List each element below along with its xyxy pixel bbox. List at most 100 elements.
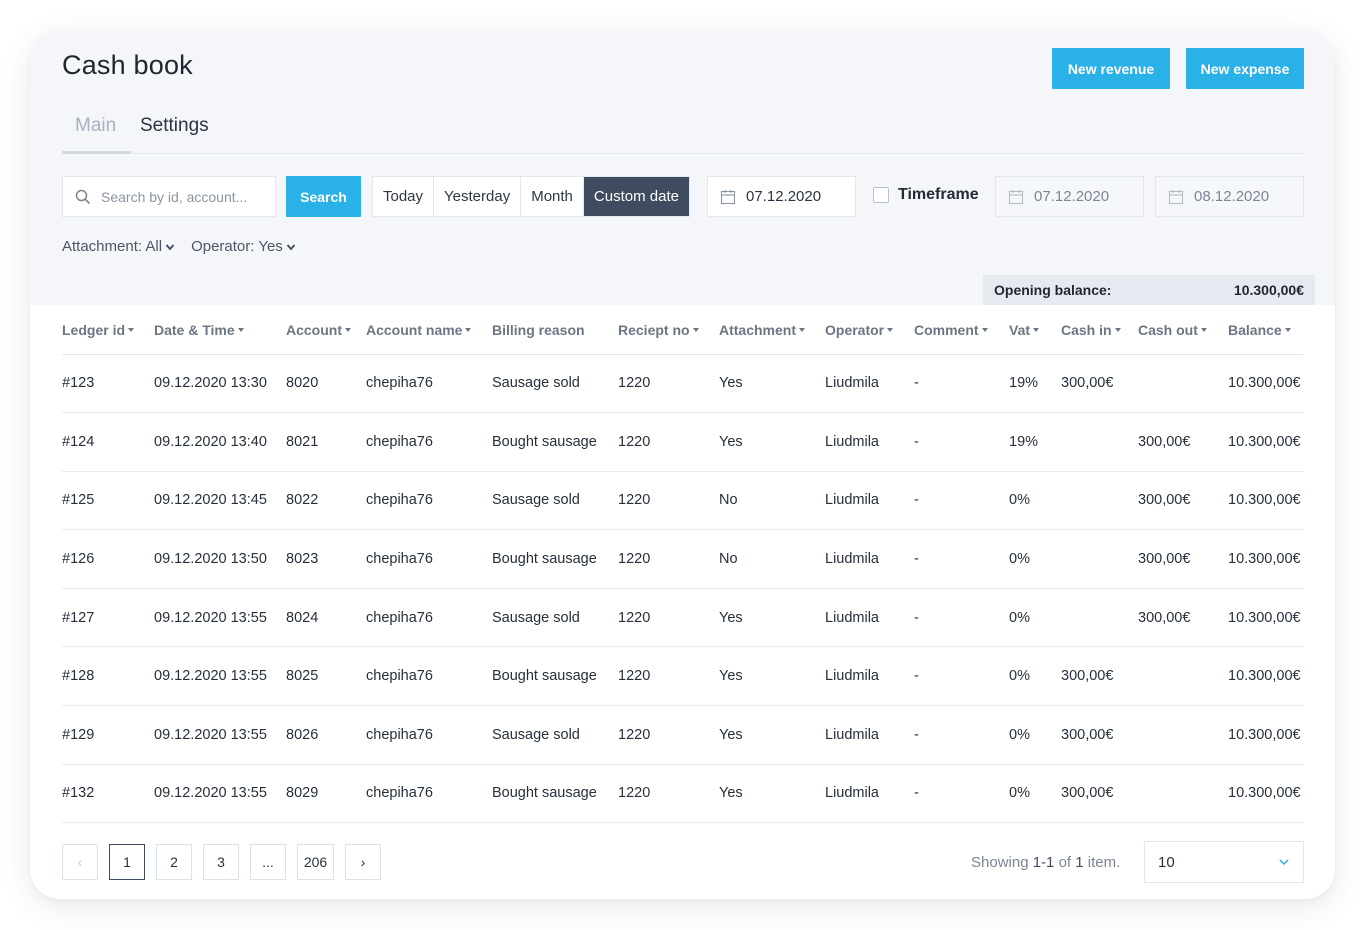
table-row[interactable]: #124 09.12.2020 13:40 8021 chepiha76 Bought … [62,412,1304,472]
cell-date-time: 09.12.2020 13:30 [154,354,286,414]
page-title: Cash book [62,50,193,80]
cell-receipt-no: 1220 [618,764,719,824]
table-row[interactable]: #123 09.12.2020 13:30 8020 chepiha76 Sausage… [62,354,1304,414]
cell-cash-out: 300,00€ [1138,588,1228,648]
col-date-time[interactable]: Date & Time [154,306,286,355]
table-row[interactable]: #127 09.12.2020 13:55 8024 chepiha76 Sausage… [62,588,1304,648]
col-comment[interactable]: Comment [914,306,1009,355]
date-option-yesterday[interactable]: Yesterday [434,177,522,216]
col-account-name[interactable]: Account name [366,306,492,355]
cell-vat: 19% [1009,354,1061,414]
cell-date-time: 09.12.2020 13:40 [154,412,286,472]
col-vat[interactable]: Vat [1009,306,1061,355]
table-row[interactable]: #128 09.12.2020 13:55 8025 chepiha76 Bought … [62,646,1304,707]
search-button[interactable]: Search [286,176,361,217]
from-date-field[interactable]: 07.12.2020 [995,176,1144,217]
per-page-value: 10 [1158,853,1175,871]
cell-balance: 10.300,00€ [1228,588,1304,648]
cell-attachment: Yes [719,764,825,824]
new-expense-button[interactable]: New expense [1186,48,1304,89]
table-row[interactable]: #126 09.12.2020 13:50 8023 chepiha76 Bought … [62,529,1304,589]
col-cash-out[interactable]: Cash out [1138,306,1228,355]
date-option-custom[interactable]: Custom date [583,177,689,216]
timeframe-label: Timeframe [898,186,979,203]
cell-ledger-id: #124 [62,412,154,472]
sort-caret-icon [1114,328,1121,333]
sort-caret-icon [345,328,351,333]
cell-cash-in [1061,588,1138,648]
showing-count: Showing 1-1 of 1 item. [971,854,1121,871]
cell-operator: Liudmila [825,705,914,765]
cell-ledger-id: #129 [62,705,154,765]
cell-account-name: chepiha76 [366,529,492,589]
cell-date-time: 09.12.2020 13:55 [154,646,286,707]
cell-cash-in: 300,00€ [1061,764,1138,824]
opening-balance-value: 10.300,00€ [1233,282,1304,298]
page-ellipsis[interactable]: ... [250,844,286,880]
col-ledger-id[interactable]: Ledger id [62,306,154,355]
cell-attachment: Yes [719,354,825,414]
cell-cash-out [1138,764,1228,824]
page-button-2[interactable]: 2 [156,844,192,880]
page-button-206[interactable]: 206 [297,844,334,880]
sort-caret-icon [1200,328,1207,333]
col-balance[interactable]: Balance [1228,306,1304,355]
col-attachment[interactable]: Attachment [719,306,825,355]
cell-date-time: 09.12.2020 13:55 [154,588,286,648]
cell-operator: Liudmila [825,588,914,648]
cell-account-name: chepiha76 [366,354,492,414]
cell-account-name: chepiha76 [366,705,492,765]
cell-vat: 0% [1009,705,1061,765]
cell-receipt-no: 1220 [618,471,719,531]
cell-billing-reason: Bought sausage [492,412,618,472]
search-field[interactable] [62,176,276,217]
timeframe-checkbox[interactable] [873,187,889,203]
tab-main[interactable]: Main [62,114,131,154]
timeframe-toggle[interactable]: Timeframe [873,186,979,204]
table-row[interactable]: #132 09.12.2020 13:55 8029 chepiha76 Bought … [62,764,1304,824]
calendar-icon [1168,189,1184,205]
cell-account-name: chepiha76 [366,646,492,707]
col-account[interactable]: Account [286,306,366,355]
cell-billing-reason: Sausage sold [492,588,618,648]
cell-billing-reason: Bought sausage [492,646,618,707]
table-row[interactable]: #125 09.12.2020 13:45 8022 chepiha76 Sausage… [62,471,1304,531]
col-receipt-no[interactable]: Reciept no [618,306,719,355]
ledger-table: Ledger id Date & Time Account Account na… [62,306,1304,824]
next-page-button[interactable]: › [345,844,381,880]
page-button-3[interactable]: 3 [203,844,239,880]
cell-cash-out [1138,646,1228,707]
cell-attachment: Yes [719,646,825,707]
sort-caret-icon [237,328,244,333]
cell-account-name: chepiha76 [366,588,492,648]
operator-filter[interactable]: Operator: Yes [191,238,296,255]
new-revenue-button[interactable]: New revenue [1052,48,1170,89]
search-input[interactable] [101,188,271,205]
prev-page-button[interactable]: ‹ [62,844,98,880]
from-date-value: 07.12.2020 [1034,188,1110,205]
cell-receipt-no: 1220 [618,588,719,648]
custom-date-field[interactable]: 07.12.2020 [707,176,856,217]
cell-cash-in [1061,529,1138,589]
per-page-select[interactable]: 10 [1144,841,1304,883]
attachment-filter[interactable]: Attachment: All [62,238,175,255]
tab-settings[interactable]: Settings [140,115,209,136]
to-date-field[interactable]: 08.12.2020 [1155,176,1304,217]
cell-receipt-no: 1220 [618,705,719,765]
cell-comment: - [914,412,1009,472]
cell-cash-in [1061,471,1138,531]
cell-operator: Liudmila [825,764,914,824]
cell-comment: - [914,471,1009,531]
date-option-month[interactable]: Month [521,177,584,216]
cell-account: 8029 [286,764,366,824]
date-option-today[interactable]: Today [373,177,435,216]
cell-account: 8024 [286,588,366,648]
sort-caret-icon [128,328,135,333]
cell-ledger-id: #123 [62,354,154,414]
page-button-1[interactable]: 1 [109,844,145,880]
col-operator[interactable]: Operator [825,306,914,355]
cell-comment: - [914,588,1009,648]
cell-receipt-no: 1220 [618,529,719,589]
table-row[interactable]: #129 09.12.2020 13:55 8026 chepiha76 Sausage… [62,705,1304,765]
col-cash-in[interactable]: Cash in [1061,306,1138,355]
